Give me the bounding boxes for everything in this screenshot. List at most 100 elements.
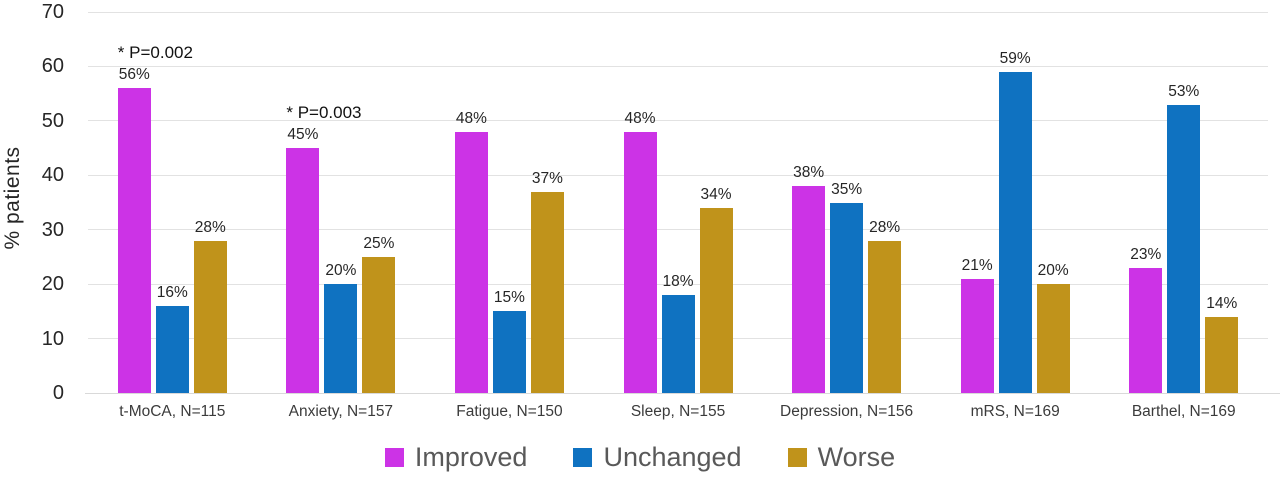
bar-col-improved-t-moca-n-115: * P=0.002 56% — [117, 43, 193, 393]
legend: Improved Unchanged Worse — [0, 442, 1280, 473]
bar-value-label: 25% — [363, 234, 395, 252]
y-tick-label-40: 40 — [41, 164, 64, 187]
bar-col-worse-sleep-n-155: 34% — [699, 185, 733, 393]
bar-col-worse-depression-n-156: 28% — [868, 218, 902, 393]
gridline-20 — [88, 283, 1268, 285]
y-axis-ticks: 0 10 20 30 40 50 60 70 — [0, 0, 78, 490]
legend-item-worse: Worse — [787, 442, 896, 473]
bar-value-label: 35% — [831, 180, 863, 198]
bar-col-worse-anxiety-n-157: 25% — [362, 234, 396, 393]
bar-unchanged-anxiety-n-157 — [324, 284, 358, 393]
bar-improved-barthel-n-169 — [1129, 267, 1163, 393]
bar-worse-depression-n-156 — [868, 240, 902, 393]
bar-value-label: 37% — [531, 169, 563, 187]
y-tick-label-10: 10 — [41, 327, 64, 350]
bar-col-improved-mrs-n-169: 21% — [960, 256, 994, 393]
bar-value-label: 23% — [1130, 245, 1162, 263]
bar-value-label: 45% — [287, 126, 319, 144]
x-axis-labels: t-MoCA, N=115 Anxiety, N=157 Fatigue, N=15… — [88, 403, 1268, 421]
bar-col-unchanged-sleep-n-155: 18% — [661, 273, 695, 393]
bar-worse-sleep-n-155 — [699, 207, 733, 393]
legend-label-worse: Worse — [817, 442, 896, 472]
bar-improved-mrs-n-169 — [960, 278, 994, 393]
y-tick-label-50: 50 — [41, 109, 64, 132]
bar-col-unchanged-anxiety-n-157: 20% — [324, 262, 358, 393]
bar-improved-anxiety-n-157 — [286, 148, 320, 393]
bar-unchanged-depression-n-156 — [830, 202, 864, 393]
bar-col-improved-depression-n-156: 38% — [792, 164, 826, 393]
bar-col-improved-anxiety-n-157: * P=0.003 45% — [286, 103, 362, 393]
y-tick-label-60: 60 — [41, 55, 64, 78]
bar-groups: * P=0.002 56% 16% 28% * P=0.003 45% 20% 25% 48% 1… — [88, 12, 1268, 393]
bar-value-label: 18% — [662, 273, 694, 291]
bar-col-worse-t-moca-n-115: 28% — [193, 218, 227, 393]
bar-col-improved-fatigue-n-150: 48% — [454, 109, 488, 393]
bar-col-unchanged-mrs-n-169: 59% — [998, 49, 1032, 393]
bar-unchanged-fatigue-n-150 — [492, 311, 526, 393]
bar-group-t-moca-n-115: * P=0.002 56% 16% 28% — [88, 12, 257, 393]
bar-col-worse-fatigue-n-150: 37% — [530, 169, 564, 393]
bar-value-label: 21% — [961, 256, 993, 274]
x-label-barthel-n-169: Barthel, N=169 — [1131, 403, 1236, 420]
y-tick-label-70: 70 — [41, 1, 64, 23]
bar-value-label: 38% — [793, 164, 825, 182]
plot-area: * P=0.002 56% 16% 28% * P=0.003 45% 20% 25% 48% 1… — [88, 11, 1268, 394]
gridline-30 — [88, 229, 1268, 231]
gridline-70 — [88, 11, 1268, 13]
bar-unchanged-sleep-n-155 — [661, 295, 695, 393]
bar-value-label: 15% — [493, 289, 525, 307]
bar-group-depression-n-156: 38% 35% 28% — [762, 12, 931, 393]
bar-col-unchanged-t-moca-n-115: 16% — [155, 283, 189, 393]
legend-swatch-unchanged — [573, 448, 593, 467]
y-tick-label-30: 30 — [41, 218, 64, 241]
bar-improved-fatigue-n-150 — [454, 131, 488, 393]
bar-value-label: 34% — [700, 185, 732, 203]
bar-col-worse-barthel-n-169: 14% — [1205, 294, 1239, 393]
y-tick-label-20: 20 — [41, 273, 64, 296]
legend-item-improved: Improved — [384, 442, 528, 473]
x-label-t-moca-n-115: t-MoCA, N=115 — [119, 403, 226, 420]
bar-value-label: 59% — [999, 49, 1031, 67]
bar-group-fatigue-n-150: 48% 15% 37% — [425, 12, 594, 393]
bar-worse-barthel-n-169 — [1205, 316, 1239, 393]
bar-value-label: 56% — [118, 66, 150, 84]
bar-value-label: 53% — [1168, 82, 1200, 100]
x-label-sleep-n-155: Sleep, N=155 — [630, 403, 726, 420]
bar-value-label: 20% — [325, 262, 357, 280]
legend-label-improved: Improved — [414, 442, 528, 472]
bar-col-improved-barthel-n-169: 23% — [1129, 245, 1163, 393]
x-label-depression-n-156: Depression, N=156 — [780, 403, 914, 420]
gridline-40 — [88, 174, 1268, 176]
x-label-mrs-n-169: mRS, N=169 — [970, 403, 1060, 420]
bar-value-label: 16% — [156, 283, 188, 301]
bar-worse-mrs-n-169 — [1036, 284, 1070, 393]
bar-worse-t-moca-n-115 — [193, 240, 227, 393]
bar-worse-fatigue-n-150 — [530, 191, 564, 393]
legend-swatch-worse — [787, 448, 807, 467]
gridline-60 — [88, 65, 1268, 67]
bar-value-label: 20% — [1037, 262, 1069, 280]
gridline-50 — [88, 120, 1268, 122]
legend-swatch-improved — [384, 448, 404, 467]
bar-group-anxiety-n-157: * P=0.003 45% 20% 25% — [257, 12, 426, 393]
y-tick-label-0: 0 — [52, 382, 64, 404]
bar-col-unchanged-fatigue-n-150: 15% — [492, 289, 526, 393]
x-label-fatigue-n-150: Fatigue, N=150 — [456, 403, 563, 420]
bar-value-label: 48% — [624, 109, 656, 127]
bar-col-improved-sleep-n-155: 48% — [623, 109, 657, 393]
bar-col-unchanged-depression-n-156: 35% — [830, 180, 864, 393]
x-label-anxiety-n-157: Anxiety, N=157 — [288, 403, 394, 420]
significance-annotation-anxiety-n-157: * P=0.003 — [286, 103, 362, 123]
bar-value-label: 28% — [869, 218, 901, 236]
bar-value-label: 28% — [194, 218, 226, 236]
bar-value-label: 14% — [1206, 294, 1238, 312]
bar-unchanged-barthel-n-169 — [1167, 104, 1201, 393]
bar-col-unchanged-barthel-n-169: 53% — [1167, 82, 1201, 393]
bar-value-label: 48% — [455, 109, 487, 127]
bar-unchanged-mrs-n-169 — [998, 71, 1032, 393]
bar-col-worse-mrs-n-169: 20% — [1036, 262, 1070, 393]
x-axis-line — [85, 393, 1280, 394]
bar-group-barthel-n-169: 23% 53% 14% — [1099, 12, 1268, 393]
bar-group-mrs-n-169: 21% 59% 20% — [931, 12, 1100, 393]
